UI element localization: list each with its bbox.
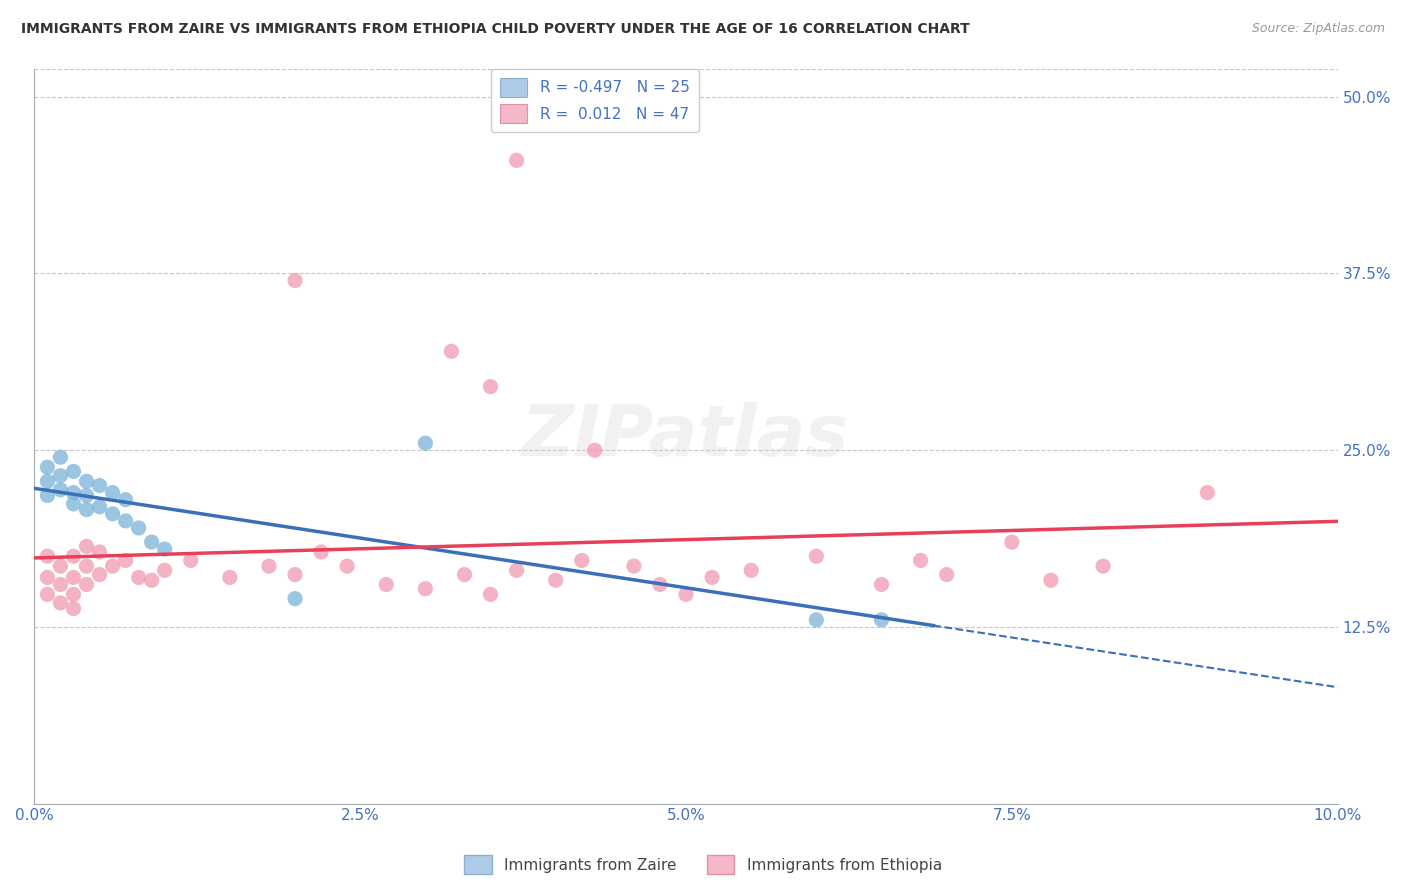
Point bbox=[1092, 559, 1115, 574]
Point bbox=[1001, 535, 1024, 549]
Point bbox=[89, 478, 111, 492]
Point bbox=[49, 559, 72, 574]
Point bbox=[257, 559, 280, 574]
Point bbox=[415, 582, 437, 596]
Point bbox=[870, 613, 893, 627]
Point bbox=[62, 549, 84, 564]
Text: ZIPatlas: ZIPatlas bbox=[522, 401, 849, 471]
Point bbox=[37, 587, 59, 601]
Point bbox=[62, 464, 84, 478]
Point bbox=[37, 475, 59, 489]
Point bbox=[101, 485, 124, 500]
Point bbox=[336, 559, 359, 574]
Point bbox=[505, 563, 527, 577]
Point bbox=[375, 577, 398, 591]
Point bbox=[37, 460, 59, 475]
Point bbox=[700, 570, 723, 584]
Point bbox=[141, 574, 163, 588]
Point bbox=[114, 553, 136, 567]
Point bbox=[37, 549, 59, 564]
Point bbox=[1039, 574, 1062, 588]
Point bbox=[583, 443, 606, 458]
Point bbox=[114, 514, 136, 528]
Point bbox=[870, 577, 893, 591]
Point bbox=[49, 483, 72, 497]
Point bbox=[453, 567, 475, 582]
Point bbox=[62, 485, 84, 500]
Point bbox=[128, 570, 150, 584]
Point bbox=[76, 502, 98, 516]
Point bbox=[89, 500, 111, 514]
Point bbox=[180, 553, 202, 567]
Point bbox=[910, 553, 932, 567]
Point bbox=[544, 574, 567, 588]
Point bbox=[62, 601, 84, 615]
Point bbox=[114, 492, 136, 507]
Text: IMMIGRANTS FROM ZAIRE VS IMMIGRANTS FROM ETHIOPIA CHILD POVERTY UNDER THE AGE OF: IMMIGRANTS FROM ZAIRE VS IMMIGRANTS FROM… bbox=[21, 22, 970, 37]
Point bbox=[479, 379, 502, 393]
Point bbox=[128, 521, 150, 535]
Point bbox=[62, 497, 84, 511]
Point bbox=[740, 563, 762, 577]
Point bbox=[479, 587, 502, 601]
Point bbox=[49, 577, 72, 591]
Point bbox=[76, 559, 98, 574]
Point bbox=[76, 475, 98, 489]
Point bbox=[76, 577, 98, 591]
Text: Source: ZipAtlas.com: Source: ZipAtlas.com bbox=[1251, 22, 1385, 36]
Point bbox=[648, 577, 671, 591]
Point bbox=[62, 587, 84, 601]
Point bbox=[806, 613, 828, 627]
Point bbox=[284, 591, 307, 606]
Point bbox=[153, 542, 176, 557]
Point bbox=[415, 436, 437, 450]
Point bbox=[623, 559, 645, 574]
Point bbox=[101, 507, 124, 521]
Point bbox=[309, 545, 332, 559]
Point bbox=[1197, 485, 1219, 500]
Point bbox=[284, 567, 307, 582]
Point bbox=[284, 274, 307, 288]
Point bbox=[37, 570, 59, 584]
Point bbox=[89, 567, 111, 582]
Point bbox=[505, 153, 527, 168]
Point bbox=[101, 559, 124, 574]
Point bbox=[806, 549, 828, 564]
Point bbox=[49, 596, 72, 610]
Legend: Immigrants from Zaire, Immigrants from Ethiopia: Immigrants from Zaire, Immigrants from E… bbox=[458, 849, 948, 880]
Legend: R = -0.497   N = 25, R =  0.012   N = 47: R = -0.497 N = 25, R = 0.012 N = 47 bbox=[491, 69, 699, 132]
Point bbox=[218, 570, 240, 584]
Point bbox=[76, 539, 98, 553]
Point bbox=[49, 450, 72, 465]
Point bbox=[49, 468, 72, 483]
Point bbox=[935, 567, 957, 582]
Point bbox=[89, 545, 111, 559]
Point bbox=[76, 488, 98, 502]
Point bbox=[141, 535, 163, 549]
Point bbox=[675, 587, 697, 601]
Point bbox=[571, 553, 593, 567]
Point bbox=[153, 563, 176, 577]
Point bbox=[440, 344, 463, 359]
Point bbox=[62, 570, 84, 584]
Point bbox=[37, 488, 59, 502]
